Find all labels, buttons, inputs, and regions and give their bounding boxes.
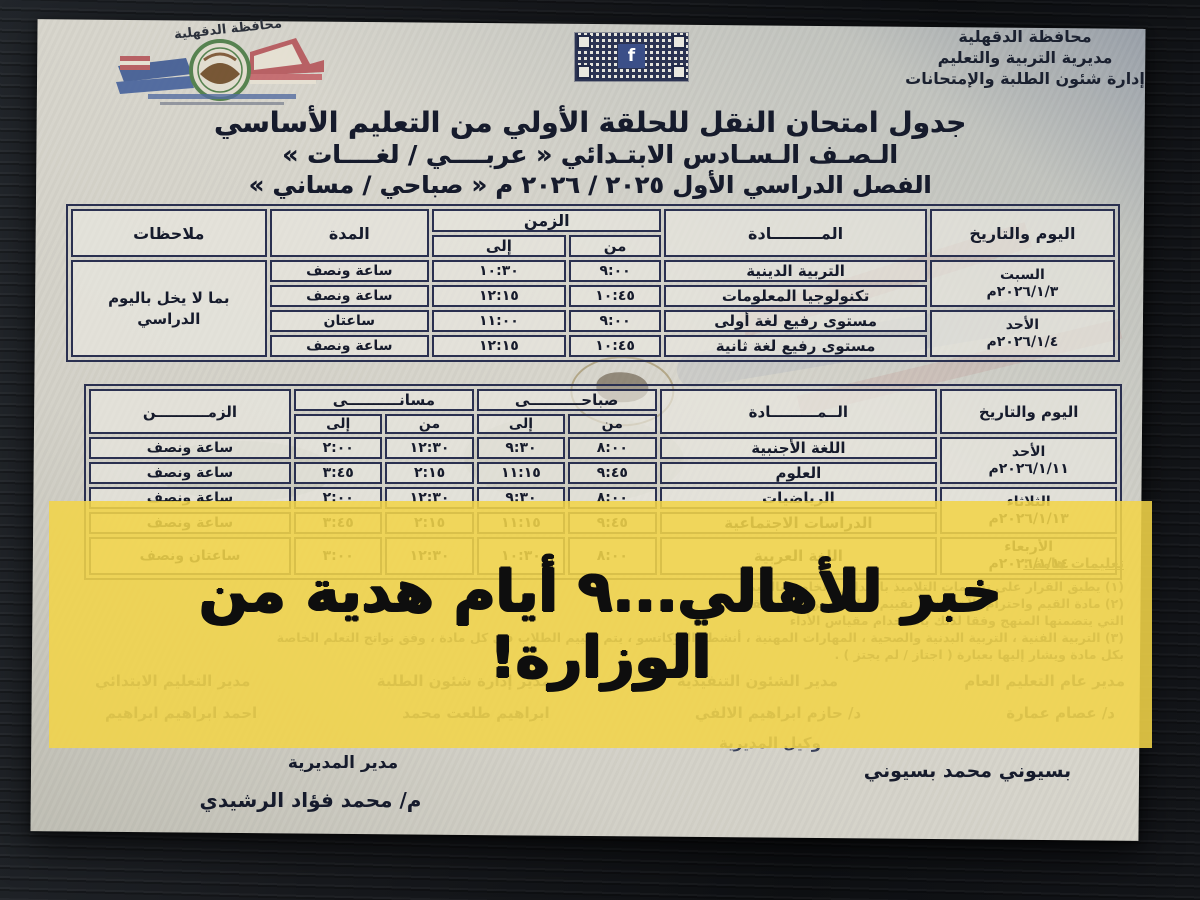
t1-duration: ساعة ونصف xyxy=(269,285,430,307)
t1-to: ١٠:٣٠ xyxy=(432,260,566,282)
t2-subject: العلوم xyxy=(659,462,938,484)
qr-code: f xyxy=(574,32,689,82)
t1-from: ٩:٠٠ xyxy=(568,310,662,332)
t1-day-sun: الأحد ٢٠٢٦/١/٤م xyxy=(929,310,1115,357)
t1-day-sat: السبت ٢٠٢٦/١/٣م xyxy=(929,260,1115,307)
t1-subject: تكنولوجيا المعلومات xyxy=(664,285,927,307)
t1-to: ١١:٠٠ xyxy=(432,310,566,332)
exam-table-1: اليوم والتاريخ المـــــــــادة الزمن الم… xyxy=(66,204,1120,362)
t1-subject: مستوى رفيع لغة ثانية xyxy=(664,335,927,357)
t2-e-to: ٣:٤٥ xyxy=(294,462,383,484)
title-line-1: جدول امتحان النقل للحلقة الأولي من التعل… xyxy=(213,106,967,139)
t2-header-day: اليوم والتاريخ xyxy=(940,389,1117,434)
t2-m-to: ٩:٣٠ xyxy=(476,437,566,459)
t2-day-sun: الأحد ٢٠٢٦/١/١١م xyxy=(940,437,1117,484)
engineer-name: م/ محمد فؤاد الرشيدي xyxy=(199,788,422,812)
directorate-director-title: مدير المديرية xyxy=(287,753,399,773)
t1-header-subject: المـــــــــادة xyxy=(664,209,927,257)
t1-from: ١٠:٤٥ xyxy=(568,285,662,307)
t1-duration: ساعة ونصف xyxy=(269,260,430,282)
t2-e-to: ٢:٠٠ xyxy=(294,437,383,459)
t1-header-day: اليوم والتاريخ xyxy=(929,209,1115,257)
qr-finder-icon xyxy=(577,65,591,79)
t1-from: ١٠:٤٥ xyxy=(568,335,662,357)
t2-duration: ساعة ونصف xyxy=(89,437,291,459)
governorate-emblem: محافظة الدقهلية xyxy=(100,14,340,118)
qr-finder-icon xyxy=(672,65,686,79)
t1-subject: مستوى رفيع لغة أولى xyxy=(664,310,927,332)
qr-finder-icon xyxy=(672,35,686,49)
banner-headline-line-2: الوزارة! xyxy=(489,624,712,691)
t2-subject: اللغة الأجنبية xyxy=(659,437,938,459)
t2-header-evening: مسانــــــــــى xyxy=(294,389,474,411)
t1-header-from: من xyxy=(568,235,662,257)
t2-header-time: الزمــــــــــن xyxy=(89,389,291,434)
document-title: جدول امتحان النقل للحلقة الأولي من التعل… xyxy=(140,106,1040,200)
t2-header-m-from: من xyxy=(568,414,657,434)
t1-notes: بما لا يخل باليوم الدراسي xyxy=(71,260,267,357)
org-line-directorate: مديرية التربية والتعليم xyxy=(937,48,1113,67)
t1-to: ١٢:١٥ xyxy=(432,285,566,307)
directorate-director-name: بسيوني محمد بسيوني xyxy=(863,760,1072,782)
t1-subject: التربية الدينية xyxy=(664,260,927,282)
title-line-3: الفصل الدراسي الأول ٢٠٢٥ / ٢٠٢٦ م « صباح… xyxy=(248,171,932,199)
t2-m-from: ٨:٠٠ xyxy=(568,437,657,459)
t2-header-e-to: إلى xyxy=(294,414,383,434)
t2-m-from: ٩:٤٥ xyxy=(568,462,657,484)
t1-header-time: الزمن xyxy=(432,209,662,232)
t1-header-to: إلى xyxy=(432,235,566,257)
org-line-governorate: محافظة الدقهلية xyxy=(958,27,1092,46)
title-line-2: الـصـف الـسـادس الابتـدائي « عربــــي / … xyxy=(282,140,898,169)
t2-e-from: ١٢:٣٠ xyxy=(385,437,474,459)
t1-from: ٩:٠٠ xyxy=(568,260,662,282)
org-line-administration: إدارة شئون الطلبة والإمتحانات xyxy=(905,69,1145,88)
t2-header-subject: الــمـــــــــادة xyxy=(659,389,938,434)
t2-header-e-from: من xyxy=(385,414,474,434)
t1-duration: ساعتان xyxy=(269,310,430,332)
banner-headline-line-1: خبر للأهالي...٩ أيام هدية من xyxy=(199,558,1002,625)
t1-header-duration: المدة xyxy=(269,209,430,257)
qr-finder-icon xyxy=(577,35,591,49)
org-header: محافظة الدقهلية مديرية التربية والتعليم … xyxy=(880,26,1170,89)
emblem-graphic xyxy=(116,38,324,105)
facebook-icon: f xyxy=(618,44,645,68)
news-banner-overlay: خبر للأهالي...٩ أيام هدية من الوزارة! xyxy=(49,501,1152,748)
t2-duration: ساعة ونصف xyxy=(89,462,291,484)
t2-e-from: ٢:١٥ xyxy=(385,462,474,484)
t1-to: ١٢:١٥ xyxy=(432,335,566,357)
t2-header-m-to: إلى xyxy=(476,414,566,434)
t2-m-to: ١١:١٥ xyxy=(476,462,566,484)
t1-duration: ساعة ونصف xyxy=(269,335,430,357)
t2-header-morning: صباحــــــــــى xyxy=(476,389,657,411)
t1-header-notes: ملاحظات xyxy=(71,209,267,257)
